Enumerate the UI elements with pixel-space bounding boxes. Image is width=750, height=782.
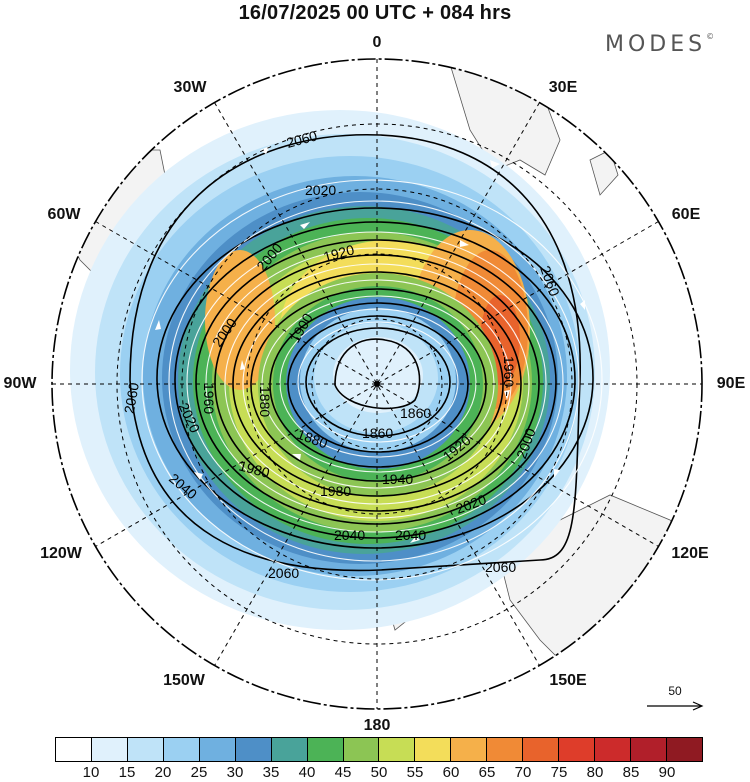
colorbar-tick-label: 65 <box>478 764 496 781</box>
contour-label: 2060 <box>268 565 299 581</box>
colorbar-tick-label: 15 <box>118 764 136 781</box>
contour-label: 2020 <box>305 182 336 198</box>
reference-arrow-icon <box>647 701 704 711</box>
colorbar-ticks: 10 15 20 25 30 35 40 45 50 55 60 65 70 75 80 85 90 <box>55 764 703 782</box>
colorbar-tick-label: 90 <box>658 764 676 781</box>
colorbar-swatch <box>415 738 452 761</box>
colorbar-swatch <box>127 738 164 761</box>
contour-label: 2040 <box>395 527 426 543</box>
contour-label: 1860 <box>400 405 431 421</box>
colorbar-swatch <box>595 738 631 761</box>
contour-label: 2060 <box>285 127 319 151</box>
lon-label-90e: 90E <box>716 375 746 392</box>
colorbar-tick-label: 80 <box>586 764 604 781</box>
wind-speed-shading <box>70 110 610 630</box>
contour-label: 1960 <box>201 383 217 414</box>
colorbar-tick-label: 75 <box>550 764 568 781</box>
lon-label-30e: 30E <box>548 79 578 96</box>
contour-label: 1980 <box>320 483 351 499</box>
graticule <box>52 59 702 709</box>
colorbar-tick-label: 55 <box>406 764 424 781</box>
brand-logo: MODES© <box>605 32 715 57</box>
colorbar-swatch <box>235 738 272 761</box>
reference-vector-value: 50 <box>668 684 682 698</box>
colorbar-swatch <box>271 738 308 761</box>
contour-label: 1880 <box>257 386 273 417</box>
colorbar-tick-label: 45 <box>334 764 352 781</box>
colorbar-swatch <box>343 738 380 761</box>
colorbar-swatch <box>631 738 667 761</box>
colorbar-swatch <box>559 738 596 761</box>
contour-label: 1940 <box>382 471 413 487</box>
lon-label-0: 0 <box>372 34 382 51</box>
colorbar-tick-label: 35 <box>262 764 280 781</box>
contour-label: 1860 <box>362 425 393 441</box>
contour-label: 1920 <box>322 241 356 265</box>
colorbar-swatch <box>379 738 416 761</box>
lon-label-120e: 120E <box>671 545 709 562</box>
polar-map: 2060 2060 2060 2060 2060 2040 2040 2040 … <box>51 58 703 710</box>
colorbar-tick-label: 60 <box>442 764 460 781</box>
contour-label: 2060 <box>485 559 516 575</box>
colorbar-tick-label: 20 <box>154 764 172 781</box>
colorbar-swatch <box>163 738 200 761</box>
colorbar-tick-label: 30 <box>226 764 244 781</box>
colorbar-tick-label: 85 <box>622 764 640 781</box>
colorbar-swatch <box>199 738 236 761</box>
lon-label-60w: 60W <box>47 206 81 223</box>
contour-label: 2040 <box>334 527 365 543</box>
colorbar-tick-label: 10 <box>82 764 100 781</box>
lon-label-150w: 150W <box>163 672 205 689</box>
colorbar-tick-label: 25 <box>190 764 208 781</box>
pole-marker <box>374 381 380 387</box>
streamline-arrows <box>155 146 585 543</box>
contour-label: 2060 <box>121 381 142 415</box>
map-boundary <box>51 58 703 710</box>
map-title: 16/07/2025 00 UTC + 084 hrs <box>238 2 512 24</box>
colorbar-swatch <box>56 738 92 761</box>
colorbar <box>55 737 703 762</box>
lon-label-60e: 60E <box>671 206 701 223</box>
colorbar-swatch <box>451 738 488 761</box>
lon-label-120w: 120W <box>40 545 82 562</box>
colorbar-tick-label: 40 <box>298 764 316 781</box>
lon-label-150e: 150E <box>549 672 587 689</box>
colorbar-swatch <box>91 738 128 761</box>
lon-label-30w: 30W <box>173 79 207 96</box>
colorbar-swatch <box>523 738 560 761</box>
land-madagascar <box>589 149 619 196</box>
colorbar-swatch <box>307 738 344 761</box>
height-contours <box>129 133 594 572</box>
colorbar-swatch <box>487 738 524 761</box>
contour-label: 1980 <box>237 457 271 481</box>
colorbar-tick-label: 70 <box>514 764 532 781</box>
reference-vector: 50 <box>645 684 705 719</box>
colorbar-swatch <box>666 738 702 761</box>
colorbar-tick-label: 50 <box>370 764 388 781</box>
lon-label-90w: 90W <box>3 375 37 392</box>
lon-label-180: 180 <box>363 717 391 734</box>
contour-label: 1960 <box>501 356 517 387</box>
